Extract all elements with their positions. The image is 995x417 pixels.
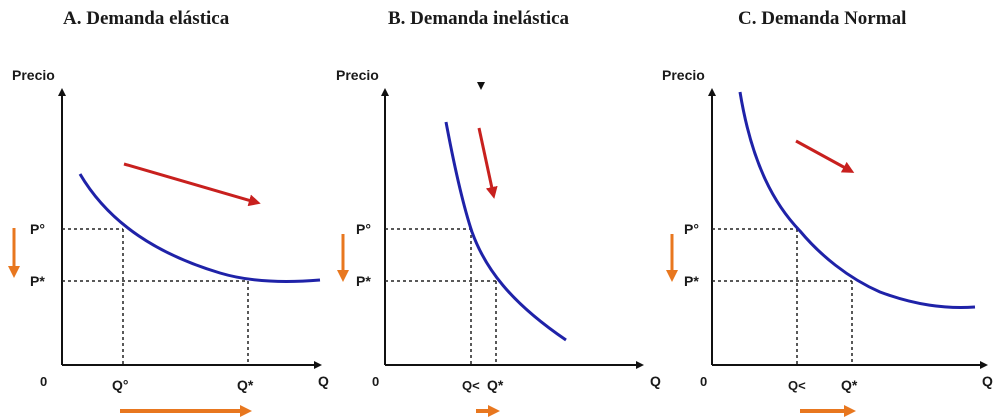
panel-b-y-axis-label: Precio: [336, 67, 379, 83]
panel-a-q-right-label: Q*: [237, 377, 254, 393]
panel-a-red-arrow: [123, 162, 261, 207]
panel-b-title: B. Demanda inelástica: [388, 8, 570, 29]
panel-c-y-axis-label: Precio: [662, 67, 705, 83]
panel-c-p-lower-label: P*: [684, 273, 699, 289]
panel-b-p-upper-label: P°: [356, 221, 371, 237]
panel-b-q-right-label: Q*: [487, 377, 504, 393]
panel-b-x-axis-label: Q: [650, 373, 661, 389]
panel-c-title: C. Demanda Normal: [738, 8, 907, 29]
panel-a-p-lower-label: P*: [30, 273, 45, 289]
panel-c-x-axis-label: Q: [982, 373, 993, 389]
panel-b-demand-curve: [444, 121, 567, 342]
panel-a: Precio Q 0 P° P* Q° Q*: [8, 67, 329, 417]
panel-a-q-left-label: Q°: [112, 377, 129, 393]
panel-b: Precio Q 0 P° P* Q< Q*: [336, 67, 661, 417]
panel-c: Precio Q 0 P° P* Q< Q*: [662, 67, 993, 417]
panel-a-demand-curve: [78, 173, 321, 283]
panel-b-p-lower-label: P*: [356, 273, 371, 289]
panel-a-p-upper-label: P°: [30, 221, 45, 237]
panel-b-red-arrow: [477, 127, 498, 199]
panel-c-origin-label: 0: [700, 374, 707, 389]
panel-a-title: A. Demanda elástica: [63, 8, 230, 29]
panel-a-origin-label: 0: [40, 374, 47, 389]
panel-c-red-arrow: [795, 139, 855, 173]
panel-b-small-marker-icon: [477, 82, 485, 90]
panel-a-y-axis-label: Precio: [12, 67, 55, 83]
panel-b-origin-label: 0: [372, 374, 379, 389]
panel-c-demand-curve: [738, 91, 976, 309]
panel-c-q-left-label: Q<: [788, 378, 806, 393]
panel-a-x-axis-label: Q: [318, 373, 329, 389]
panel-b-q-left-label: Q<: [462, 378, 480, 393]
panel-c-q-right-label: Q*: [841, 377, 858, 393]
panel-c-p-upper-label: P°: [684, 221, 699, 237]
